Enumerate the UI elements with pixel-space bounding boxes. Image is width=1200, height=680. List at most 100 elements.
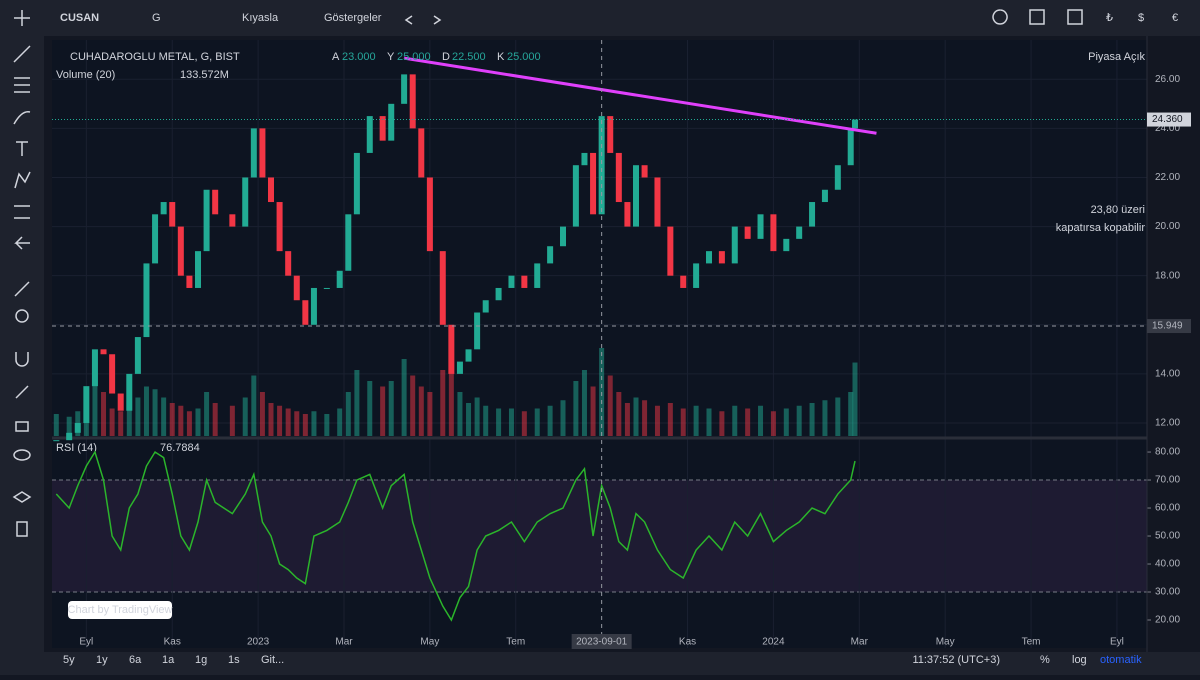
currency[interactable]: $ bbox=[1138, 12, 1144, 24]
candle bbox=[66, 432, 73, 441]
magnet-tool[interactable] bbox=[15, 352, 29, 367]
volume-bar bbox=[560, 400, 566, 436]
lock-draw-tool[interactable] bbox=[15, 385, 29, 399]
range-button[interactable]: 5y bbox=[63, 654, 75, 666]
volume-bar bbox=[367, 381, 373, 436]
line-tool[interactable] bbox=[13, 45, 31, 63]
candle bbox=[547, 246, 554, 264]
symbol[interactable]: CUSAN bbox=[60, 12, 99, 24]
candle bbox=[680, 275, 687, 288]
y-tick-label: 20.00 bbox=[1155, 221, 1180, 232]
volume-bar bbox=[654, 405, 660, 436]
trendline bbox=[403, 56, 877, 135]
range-button[interactable]: 1g bbox=[195, 654, 207, 666]
range-button[interactable]: 1a bbox=[162, 654, 175, 666]
eye-tool[interactable] bbox=[13, 449, 31, 461]
volume-bar bbox=[354, 370, 360, 436]
candle bbox=[439, 251, 446, 325]
volume-bar bbox=[345, 392, 351, 436]
axis-option[interactable]: % bbox=[1040, 654, 1050, 666]
currency[interactable]: ₺ bbox=[1106, 12, 1113, 24]
volume-bar bbox=[448, 353, 454, 436]
x-tick-label: May bbox=[420, 637, 439, 648]
candle bbox=[100, 349, 107, 355]
undo-redo[interactable] bbox=[404, 15, 442, 25]
fib-tool[interactable] bbox=[14, 77, 30, 93]
crosshair-tool[interactable] bbox=[14, 10, 30, 26]
crosshair-price-bg bbox=[1147, 319, 1191, 334]
volume-bar bbox=[809, 403, 815, 436]
volume-bar bbox=[169, 403, 175, 436]
candle bbox=[74, 422, 81, 433]
candle bbox=[731, 226, 738, 264]
fullscreen-icon[interactable] bbox=[1067, 9, 1083, 25]
candle bbox=[310, 287, 317, 325]
brush-tool[interactable] bbox=[13, 111, 31, 125]
volume-bar bbox=[852, 362, 858, 436]
indicators[interactable]: Göstergeler bbox=[324, 12, 382, 24]
candle bbox=[388, 103, 395, 141]
candle bbox=[134, 337, 141, 374]
volume-bar bbox=[251, 375, 257, 436]
back-tool[interactable] bbox=[14, 236, 30, 250]
axis-option[interactable]: log bbox=[1072, 654, 1087, 666]
axis-option[interactable]: otomatik bbox=[1100, 654, 1142, 666]
trash-tool[interactable] bbox=[16, 521, 28, 537]
candle bbox=[169, 202, 176, 227]
volume-bar bbox=[581, 370, 587, 436]
interval[interactable]: G bbox=[152, 12, 161, 24]
volume-bar bbox=[706, 408, 712, 436]
top-bar bbox=[0, 0, 1200, 36]
settings-icon[interactable] bbox=[992, 9, 1008, 25]
range-button[interactable]: 6a bbox=[129, 654, 142, 666]
candle bbox=[607, 116, 614, 153]
y-tick-label: 26.00 bbox=[1155, 74, 1180, 85]
zoom-tool[interactable] bbox=[15, 309, 29, 323]
candle bbox=[757, 214, 764, 239]
volume-bar bbox=[474, 397, 480, 436]
y-tick-label: 22.00 bbox=[1155, 172, 1180, 183]
lock-tool[interactable] bbox=[15, 421, 29, 432]
ohlc-key: D bbox=[442, 51, 450, 63]
range-button[interactable]: 1s bbox=[228, 654, 240, 666]
candle bbox=[302, 300, 309, 325]
candle bbox=[117, 393, 124, 411]
text-tool[interactable] bbox=[16, 141, 28, 156]
volume-bar bbox=[607, 375, 613, 436]
save-icon[interactable] bbox=[1029, 9, 1045, 25]
candle bbox=[195, 251, 201, 288]
layers-tool[interactable] bbox=[12, 491, 32, 503]
volume-bar bbox=[745, 408, 751, 436]
compare[interactable]: Kıyasla bbox=[242, 12, 279, 24]
rsi-value: 76.7884 bbox=[160, 442, 200, 454]
candle bbox=[152, 214, 159, 264]
currency[interactable]: € bbox=[1172, 12, 1178, 24]
ohlc-key: Y bbox=[387, 51, 395, 63]
candle bbox=[572, 165, 579, 227]
candle bbox=[852, 119, 858, 129]
range-button[interactable]: 1y bbox=[96, 654, 108, 666]
candle bbox=[409, 74, 416, 129]
volume-bar bbox=[268, 403, 274, 436]
candle bbox=[456, 361, 463, 374]
range-button[interactable]: Git... bbox=[261, 654, 284, 666]
candle bbox=[633, 165, 639, 227]
candle bbox=[143, 263, 150, 338]
volume-bar bbox=[783, 408, 789, 436]
pattern-tool[interactable] bbox=[14, 171, 31, 189]
y-tick-label: 18.00 bbox=[1155, 270, 1180, 281]
x-tick-label: Kas bbox=[679, 637, 696, 648]
ruler-tool[interactable] bbox=[14, 281, 30, 297]
prediction-tool[interactable] bbox=[14, 205, 30, 219]
rsi-tick-label: 30.00 bbox=[1155, 587, 1180, 598]
x-tick-label: Eyl bbox=[1110, 637, 1124, 648]
volume-bar bbox=[135, 397, 141, 436]
candle bbox=[53, 440, 60, 442]
candle bbox=[212, 189, 219, 215]
ohlc-value: 23.000 bbox=[342, 51, 376, 63]
volume-bar bbox=[483, 405, 489, 436]
volume-bar bbox=[66, 416, 72, 436]
volume-bar bbox=[848, 392, 854, 436]
candle bbox=[465, 349, 472, 362]
volume-bar bbox=[633, 397, 639, 436]
